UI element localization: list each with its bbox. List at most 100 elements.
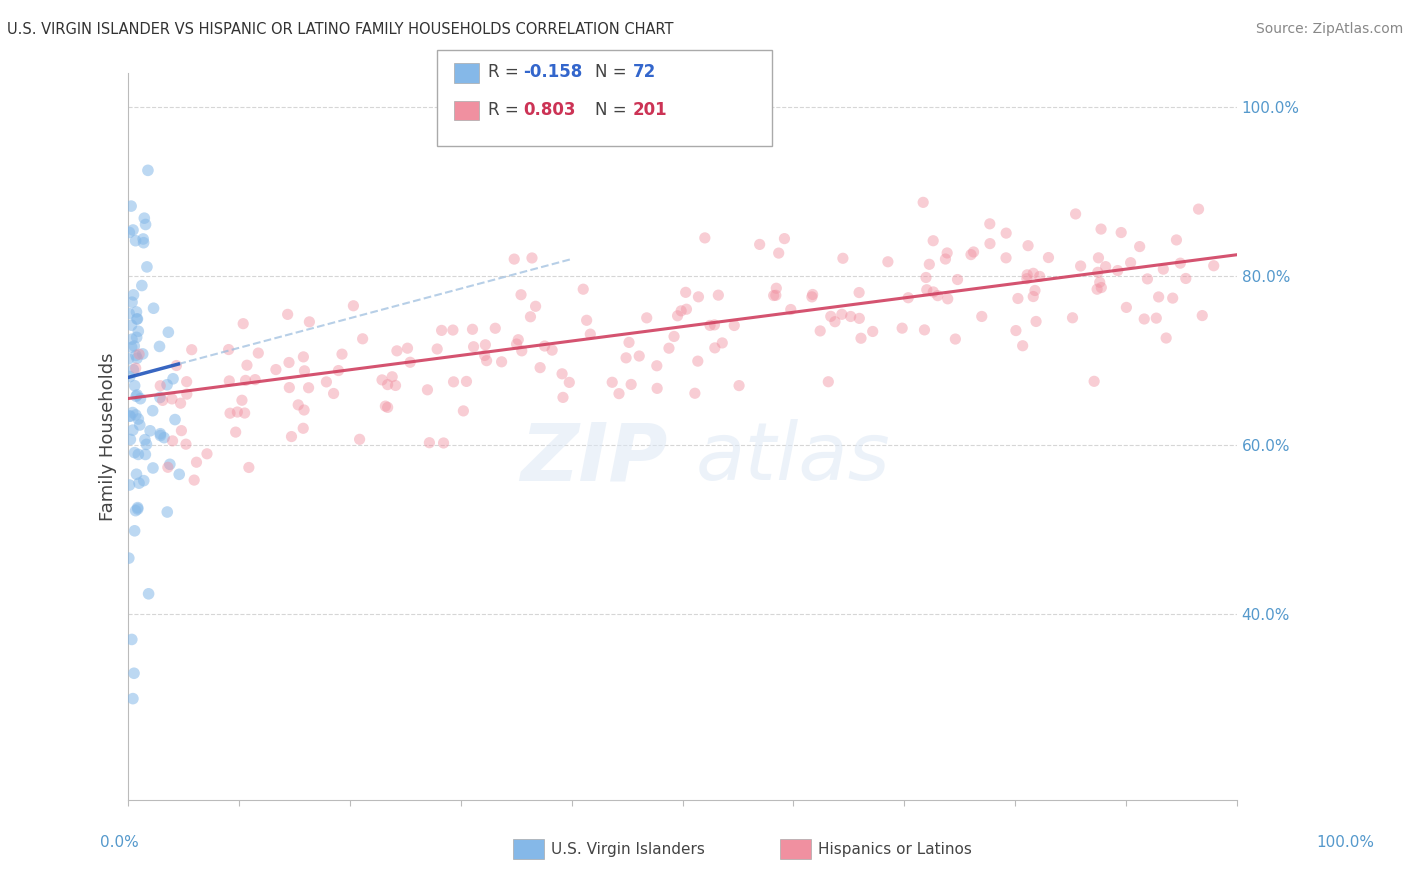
Point	[176, 387, 198, 401]
Point	[352, 332, 374, 346]
Point	[127, 388, 149, 402]
Point	[617, 335, 640, 350]
Point	[558, 376, 581, 390]
Point	[441, 323, 464, 337]
Point	[1028, 269, 1050, 284]
Point	[149, 391, 172, 405]
Point	[135, 437, 157, 451]
Text: Hispanics or Latinos: Hispanics or Latinos	[818, 842, 972, 856]
Point	[831, 252, 853, 266]
Point	[163, 412, 186, 426]
Point	[118, 226, 141, 240]
Point	[927, 288, 949, 302]
Point	[160, 392, 183, 406]
Point	[703, 341, 725, 355]
Point	[1064, 207, 1087, 221]
Point	[219, 406, 242, 420]
Point	[1133, 312, 1156, 326]
Point	[768, 246, 790, 260]
Point	[120, 433, 142, 447]
Point	[159, 458, 181, 472]
Point	[128, 347, 150, 361]
Point	[122, 666, 145, 681]
Point	[349, 433, 371, 447]
Point	[524, 299, 547, 313]
Point	[396, 341, 419, 355]
Point	[124, 503, 146, 517]
Point	[118, 307, 141, 321]
Point	[723, 318, 745, 333]
Point	[292, 350, 315, 364]
Point	[666, 309, 689, 323]
Point	[153, 431, 176, 445]
Point	[292, 421, 315, 435]
Point	[156, 377, 179, 392]
Point	[121, 295, 143, 310]
Point	[979, 217, 1001, 231]
Point	[1174, 271, 1197, 285]
Text: 0.0%: 0.0%	[100, 836, 139, 850]
Point	[1015, 271, 1038, 285]
Point	[385, 343, 408, 358]
Point	[693, 231, 716, 245]
Point	[765, 288, 787, 302]
Point	[152, 393, 174, 408]
Point	[1202, 259, 1225, 273]
Point	[572, 282, 595, 296]
Point	[174, 437, 197, 451]
Text: 100.0%: 100.0%	[1316, 836, 1375, 850]
Point	[132, 232, 155, 246]
Point	[600, 376, 623, 390]
Point	[765, 281, 787, 295]
Point	[675, 302, 697, 317]
Point	[575, 313, 598, 327]
Point	[142, 301, 165, 316]
Point	[149, 426, 172, 441]
Point	[132, 474, 155, 488]
Point	[233, 406, 256, 420]
Point	[122, 288, 145, 302]
Point	[294, 364, 316, 378]
Point	[226, 405, 249, 419]
Point	[1147, 290, 1170, 304]
Point	[134, 433, 156, 447]
Point	[461, 322, 484, 336]
Text: R =: R =	[488, 101, 524, 119]
Point	[162, 372, 184, 386]
Point	[505, 337, 527, 351]
Point	[132, 235, 155, 250]
Point	[225, 425, 247, 439]
Point	[127, 500, 149, 515]
Point	[430, 323, 453, 337]
Point	[728, 378, 751, 392]
Point	[183, 473, 205, 487]
Point	[936, 292, 959, 306]
Text: ZIP: ZIP	[520, 419, 668, 498]
Point	[862, 325, 884, 339]
Point	[607, 386, 630, 401]
Point	[235, 373, 257, 387]
Point	[118, 478, 141, 492]
Point	[330, 347, 353, 361]
Point	[1007, 292, 1029, 306]
Point	[264, 362, 287, 376]
Point	[934, 252, 956, 266]
Point	[156, 460, 179, 475]
Point	[131, 278, 153, 293]
Point	[1166, 233, 1188, 247]
Point	[149, 378, 172, 392]
Point	[817, 375, 839, 389]
Point	[124, 378, 146, 392]
Point	[1085, 282, 1108, 296]
Point	[149, 428, 172, 442]
Point	[443, 375, 465, 389]
Point	[117, 351, 139, 366]
Point	[124, 524, 146, 538]
Y-axis label: Family Households: Family Households	[100, 352, 117, 521]
Point	[1022, 289, 1045, 303]
Point	[686, 354, 709, 368]
Point	[703, 318, 725, 332]
Point	[122, 339, 145, 353]
Point	[121, 332, 143, 346]
Point	[247, 346, 270, 360]
